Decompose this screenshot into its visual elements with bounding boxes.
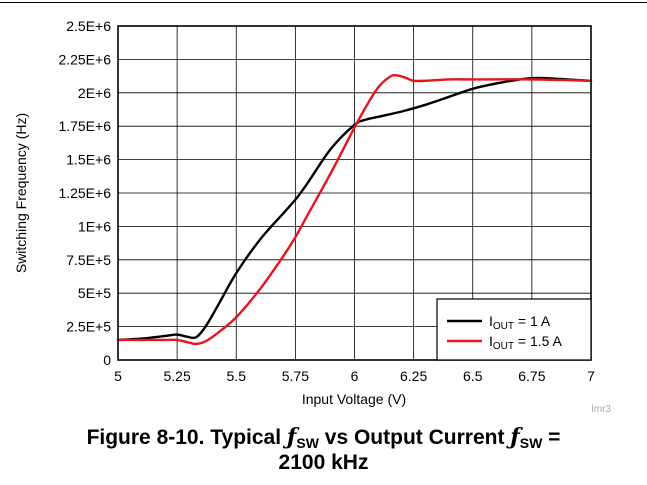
y-tick-label: 1.25E+6 xyxy=(58,185,111,201)
y-tick-label: 0 xyxy=(103,352,111,368)
y-tick-label: 2.25E+6 xyxy=(58,51,111,67)
watermark-label: lmr3 xyxy=(592,404,612,415)
legend-box xyxy=(436,298,592,361)
y-tick-labels: 0 2.5E+5 5E+5 7.5E+5 1E+6 1.25E+6 1.5E+6 1.75E+… xyxy=(58,18,111,368)
plot-frame xyxy=(117,25,592,361)
series-line-1-5a xyxy=(116,74,593,346)
x-tick-label: 7 xyxy=(587,368,595,384)
y-axis-label: Switching Frequency (Hz) xyxy=(13,113,29,273)
y-tick-label: 2.5E+6 xyxy=(66,18,111,34)
top-rule xyxy=(0,2,647,3)
x-tick-label: 6 xyxy=(351,368,359,384)
x-tick-label: 5 xyxy=(114,368,122,384)
frequency-vs-voltage-chart: 5 5.25 5.5 5.75 6 6.25 6.5 6.75 7 0 2.5E+5 5E+5 7.5… xyxy=(13,18,612,415)
y-tick-label: 2.5E+5 xyxy=(66,319,111,335)
x-tick-label: 5.25 xyxy=(164,368,191,384)
legend-entry-1a: IOUT = 1 A xyxy=(489,313,551,332)
x-tick-label: 6.25 xyxy=(400,368,427,384)
x-tick-labels: 5 5.25 5.5 5.75 6 6.25 6.5 6.75 7 xyxy=(114,368,595,384)
x-tick-label: 5.75 xyxy=(282,368,309,384)
y-tick-label: 2E+6 xyxy=(78,85,111,101)
y-tick-label: 7.5E+5 xyxy=(66,252,111,268)
y-tick-label: 5E+5 xyxy=(78,285,111,301)
y-tick-label: 1.5E+6 xyxy=(66,152,111,168)
x-tick-label: 6.5 xyxy=(463,368,483,384)
x-axis-label: Input Voltage (V) xyxy=(302,391,406,407)
legend: IOUT = 1 A IOUT = 1.5 A xyxy=(436,298,592,361)
y-tick-label: 1.75E+6 xyxy=(58,118,111,134)
y-tick-label: 1E+6 xyxy=(78,218,111,234)
x-tick-label: 5.5 xyxy=(227,368,247,384)
figure-caption-line-2: 2100 kHz xyxy=(278,451,369,474)
series-layer xyxy=(116,74,593,346)
x-tick-label: 6.75 xyxy=(518,368,545,384)
figure-caption-line-1: Figure 8-10. Typical ƒSW vs Output Curre… xyxy=(86,424,561,451)
legend-entry-1-5a: IOUT = 1.5 A xyxy=(489,333,563,352)
